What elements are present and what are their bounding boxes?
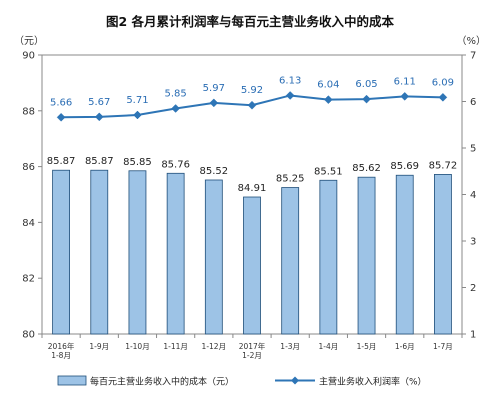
left-tick-label: 84 — [22, 218, 35, 229]
left-tick-label: 80 — [22, 330, 35, 341]
line-value-label: 5.67 — [88, 97, 110, 108]
bar-value-label: 85.87 — [47, 156, 76, 167]
right-tick-label: 3 — [470, 237, 476, 248]
bar — [90, 169, 109, 335]
line-point — [400, 92, 410, 101]
bar-value-label: 85.76 — [161, 159, 190, 170]
line-value-label: 5.85 — [165, 88, 187, 99]
line-point — [94, 112, 104, 122]
right-tick-label: 2 — [470, 283, 476, 294]
bar — [204, 179, 223, 335]
category-label: 1-11月 — [163, 342, 188, 351]
category-label: 1-8月 — [51, 351, 71, 360]
left-tick-label: 82 — [22, 274, 35, 285]
bar-value-label: 85.51 — [314, 166, 343, 177]
right-tick-label: 5 — [470, 144, 476, 155]
plot-area: 80 82 84 86 88 90 1 2 3 4 5 6 7 85.87 85.87 85.85 85.76 8… — [22, 51, 476, 388]
left-tick-label: 86 — [22, 162, 35, 173]
chart-title: 图2 各月累计利润率与每百元主营业务收入中的成本 — [106, 14, 395, 29]
category-label: 1-2月 — [242, 351, 262, 360]
bar-value-label: 85.25 — [276, 174, 305, 185]
bar — [357, 176, 376, 335]
category-label: 1-3月 — [280, 342, 300, 351]
bar — [52, 169, 70, 335]
right-tick-label: 6 — [470, 97, 476, 108]
line-point — [209, 98, 219, 108]
bar-value-label: 84.91 — [238, 183, 267, 194]
bar — [395, 174, 414, 335]
line-value-label: 5.92 — [241, 85, 263, 96]
line-point — [285, 91, 295, 100]
line-value-label: 5.71 — [126, 95, 148, 106]
line-value-label: 6.11 — [394, 76, 416, 87]
bar — [166, 172, 185, 335]
category-label: 1-6月 — [395, 342, 415, 351]
bar — [434, 174, 452, 335]
category-label: 2016年 — [48, 341, 75, 351]
category-label: 1-7月 — [433, 342, 453, 351]
line-point — [171, 104, 180, 113]
line-point — [247, 100, 257, 110]
category-label: 1-9月 — [89, 342, 109, 351]
line-value-label: 5.66 — [50, 97, 72, 108]
line-point — [438, 92, 448, 102]
line-point — [362, 94, 371, 104]
line-point — [133, 110, 142, 120]
line-value-label: 5.97 — [203, 83, 225, 94]
category-label: 1-4月 — [318, 342, 338, 351]
line-value-label: 6.09 — [432, 77, 454, 88]
bar-value-label: 85.85 — [123, 157, 152, 168]
bar — [243, 196, 261, 335]
bar — [128, 170, 147, 335]
left-axis-unit: （元） — [14, 35, 44, 47]
bar-value-label: 85.72 — [429, 160, 458, 171]
legend-bar-label: 每百元主营业务收入中的成本（元） — [90, 376, 234, 388]
bar — [319, 179, 338, 335]
legend-line-marker — [291, 376, 299, 385]
bar-value-label: 85.69 — [390, 161, 419, 172]
bar — [281, 187, 300, 335]
line-point — [324, 95, 333, 104]
category-label: 1-12月 — [202, 342, 227, 351]
right-axis-unit: （%） — [456, 35, 486, 47]
bar-value-label: 85.87 — [85, 156, 114, 167]
line-point — [56, 112, 66, 122]
line-value-label: 6.04 — [317, 80, 339, 91]
left-tick-label: 90 — [22, 51, 35, 62]
right-tick-label: 7 — [470, 51, 476, 62]
left-tick-label: 88 — [22, 106, 35, 117]
line-value-label: 6.13 — [279, 75, 301, 86]
right-tick-label: 4 — [470, 190, 476, 201]
line-value-label: 6.05 — [355, 79, 377, 90]
legend-bar-swatch — [57, 375, 87, 386]
category-label: 1-10月 — [125, 342, 150, 351]
bar-value-label: 85.62 — [352, 163, 381, 174]
right-tick-label: 1 — [470, 330, 476, 341]
category-label: 2017年 — [239, 341, 266, 351]
category-label: 1-5月 — [357, 342, 377, 351]
bar-value-label: 85.52 — [199, 166, 228, 177]
legend-line-label: 主营业务收入利润率（%） — [319, 376, 427, 388]
